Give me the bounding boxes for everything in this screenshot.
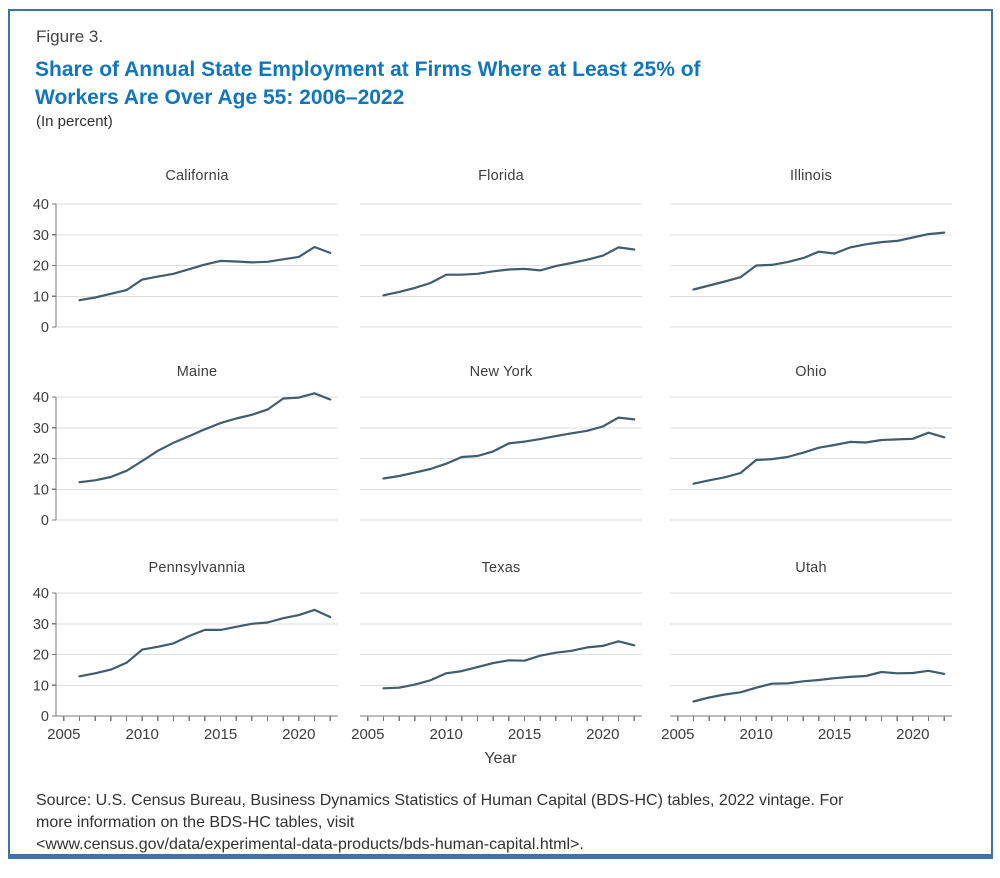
- subplot-chart-florida: [360, 203, 642, 328]
- subplot-chart-illinois: [670, 203, 952, 328]
- subplot-title-florida: Florida: [478, 168, 524, 184]
- series-line: [382, 640, 636, 690]
- x-tick-label: 2005: [351, 726, 384, 743]
- subplot-title-california: California: [165, 168, 229, 184]
- x-tick-label: 2015: [204, 726, 237, 743]
- series-line: [692, 669, 946, 703]
- x-tick-label: 2010: [430, 726, 463, 743]
- y-tick-label: 20: [33, 259, 49, 275]
- series-line: [78, 392, 332, 484]
- series-line: [692, 431, 946, 485]
- y-tick-label: 10: [33, 482, 49, 498]
- subplot-title-illinois: Illinois: [790, 168, 832, 184]
- subplot-title-texas: Texas: [481, 560, 521, 576]
- figure-subtitle: (In percent): [36, 113, 113, 130]
- subplot-chart-pennsylvannia: 0 10 20 30 40 2005 2010 2015 2020: [33, 586, 338, 743]
- x-tick-label: 2005: [47, 726, 80, 743]
- subplot-chart-utah: 2005 2010 2015 2020: [661, 592, 952, 743]
- x-tick-label: 2005: [661, 726, 694, 743]
- y-tick-label: 40: [33, 586, 49, 602]
- y-tick-label: 40: [33, 197, 49, 213]
- y-tick-label: 40: [33, 390, 49, 406]
- series-line: [78, 608, 332, 678]
- y-tick-label: 10: [33, 289, 49, 305]
- x-tick-label: 2010: [126, 726, 159, 743]
- subplot-title-new-york: New York: [469, 364, 533, 380]
- subplot-title-pennsylvannia: Pennsylvannia: [148, 560, 246, 576]
- x-tick-label: 2010: [740, 726, 773, 743]
- subplot-chart-ohio: [670, 396, 952, 521]
- subplot-chart-new-york: [360, 396, 642, 521]
- subplot-chart-texas: 2005 2010 2015 2020: [351, 592, 642, 743]
- y-tick-label: 10: [33, 678, 49, 694]
- y-tick-label: 30: [33, 228, 49, 244]
- x-tick-label: 2020: [896, 726, 929, 743]
- figure-container: Figure 3. Share of Annual State Employme…: [8, 9, 993, 859]
- y-tick-label: 30: [33, 617, 49, 633]
- y-tick-label: 30: [33, 421, 49, 437]
- x-tick-label: 2015: [818, 726, 851, 743]
- series-line: [382, 416, 636, 480]
- figure-inner: Figure 3. Share of Annual State Employme…: [10, 11, 991, 854]
- subplot-title-ohio: Ohio: [795, 364, 827, 380]
- series-line: [692, 231, 946, 291]
- x-axis-label: Year: [484, 750, 517, 767]
- subplot-title-utah: Utah: [795, 560, 827, 576]
- x-tick-label: 2015: [508, 726, 541, 743]
- x-tick-label: 2020: [282, 726, 315, 743]
- y-tick-label: 0: [41, 709, 49, 725]
- x-tick-label: 2020: [586, 726, 619, 743]
- subplot-chart-maine: 0 10 20 30 40: [33, 390, 338, 529]
- y-tick-label: 20: [33, 452, 49, 468]
- series-line: [382, 246, 636, 297]
- subplot-chart-california: 0 10 20 30 40: [33, 197, 338, 336]
- source-note: Source: U.S. Census Bureau, Business Dyn…: [36, 792, 844, 853]
- y-tick-label: 0: [41, 513, 49, 529]
- charts-grid: California Florida Illinois 0 10 20 30 40 Ma…: [10, 11, 991, 771]
- y-tick-label: 20: [33, 648, 49, 664]
- subplot-title-maine: Maine: [176, 364, 218, 380]
- y-tick-label: 0: [41, 320, 49, 336]
- figure-title: Share of Annual State Employment at Firm…: [35, 58, 701, 109]
- series-line: [78, 245, 332, 302]
- figure-label: Figure 3.: [36, 27, 104, 46]
